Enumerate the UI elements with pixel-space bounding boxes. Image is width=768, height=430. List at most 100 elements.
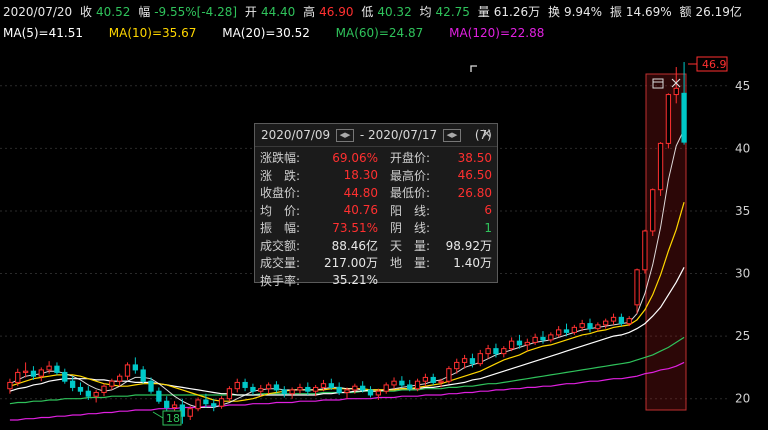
stat-label: 天 量: [390,238,431,253]
start-date-stepper[interactable]: ◀▶ [336,129,354,142]
candle [477,349,483,367]
stat-value: 1 [484,220,492,235]
candle [367,386,374,398]
candle [516,334,523,349]
candle [532,333,538,345]
stat-label: 阴 线: [390,221,431,236]
candle [391,377,397,389]
avg-label: 均 [419,5,432,19]
stat-label: 地 量: [390,256,431,271]
popup-count: (7) [474,128,492,142]
popup-separator: - [359,128,365,142]
candle [7,378,13,394]
popup-row: 成交量: 217.00万地 量: 1.40万 [260,254,492,272]
high-value: 46.90 [319,5,354,19]
ma60-label: MA(60)=24.87 [335,26,424,40]
candle [399,376,405,388]
y-axis: 45 40 35 30 25 20 [735,79,750,406]
candle [360,381,366,393]
candle [211,398,217,412]
candle [493,343,499,358]
stat-value: 69.06% [332,150,378,165]
popup-header: 2020/07/09 ◀▶ - 2020/07/17 ◀▶ (7) ✕ [255,124,497,147]
change-value: -9.55%[-4.28] [154,5,238,19]
ma10-label: MA(10)=35.67 [108,26,197,40]
candle [38,367,44,382]
candle [673,67,679,104]
stat-value: 88.46亿 [331,238,378,253]
candle [618,313,625,327]
popup-row: 振 幅: 73.51% 阴 线: 1 [260,219,492,237]
popup-row: 涨跌幅: 69.06% 开盘价: 38.50 [260,149,492,167]
end-date-stepper[interactable]: ◀▶ [443,129,461,142]
stat-value [440,272,492,290]
candle [571,324,577,335]
candle [540,331,546,344]
low-marker-label: 18 [166,412,180,425]
candle [524,338,530,352]
volume-label: 量 [477,5,490,19]
candle [69,376,76,392]
turnover-label: 换 [547,5,560,19]
candle [15,368,21,387]
stat-value: 35.21% [332,273,378,288]
change-label: 幅 [138,5,151,19]
candle [265,382,272,394]
kline-chart[interactable]: 45 40 35 30 25 20 46.9 18 [0,42,768,430]
popup-row: 均 价: 40.76 阳 线: 6 [260,202,492,220]
amplitude-label: 振 [609,5,622,19]
candle [454,358,460,374]
stat-label: 换手率: [260,273,301,288]
candle [595,322,601,332]
candle [650,188,656,236]
candle [54,362,60,375]
ma120-label: MA(120)=22.88 [449,26,545,40]
candle [469,353,476,368]
candle [657,142,664,196]
stat-value: 6 [484,203,492,218]
y-tick-label: 35 [735,204,750,218]
stat-label: 阳 线: [390,203,431,218]
candle [124,362,131,380]
candle [46,361,52,374]
y-tick-label: 45 [735,79,750,93]
quote-date: 2020/07/20 [3,5,73,19]
candle [250,383,256,395]
low-label: 低 [361,5,374,19]
selection-close-icon [671,78,681,88]
candle [438,378,444,388]
candle [681,62,687,145]
y-tick-label: 25 [735,329,750,343]
stat-value: 98.92万 [445,238,492,253]
candle [187,406,193,420]
candle [414,378,421,392]
turnover-value: 9.94% [563,5,603,19]
candle [375,388,382,400]
open-value: 44.40 [260,5,296,19]
selection-box-icons [652,78,681,89]
candle [508,337,515,352]
stat-label: 振 幅: [260,221,301,236]
high-marker-label: 46.9 [702,58,727,71]
popup-row: 成交额: 88.46亿天 量: 98.92万 [260,237,492,255]
stat-value: 1.40万 [453,256,492,271]
candle [665,93,672,149]
popup-start-date: 2020/07/09 [261,128,331,142]
candle [140,366,146,384]
candle [328,378,334,390]
amount-label: 额 [679,5,692,19]
close-icon[interactable]: ✕ [481,127,492,142]
candle [320,379,327,392]
stat-label: 涨跌幅: [260,151,301,166]
cursor-corner-icon [470,65,477,72]
stat-value: 40.76 [343,203,378,218]
candle [461,354,468,369]
candle [226,386,233,402]
stat-value: 217.00万 [324,256,378,271]
y-tick-label: 20 [735,392,750,406]
candle [195,397,201,412]
popup-row: 涨 跌: 18.30 最高价: 46.50 [260,167,492,185]
y-tick-label: 30 [735,267,750,281]
candle [501,346,507,358]
stat-value: 44.80 [343,185,378,200]
